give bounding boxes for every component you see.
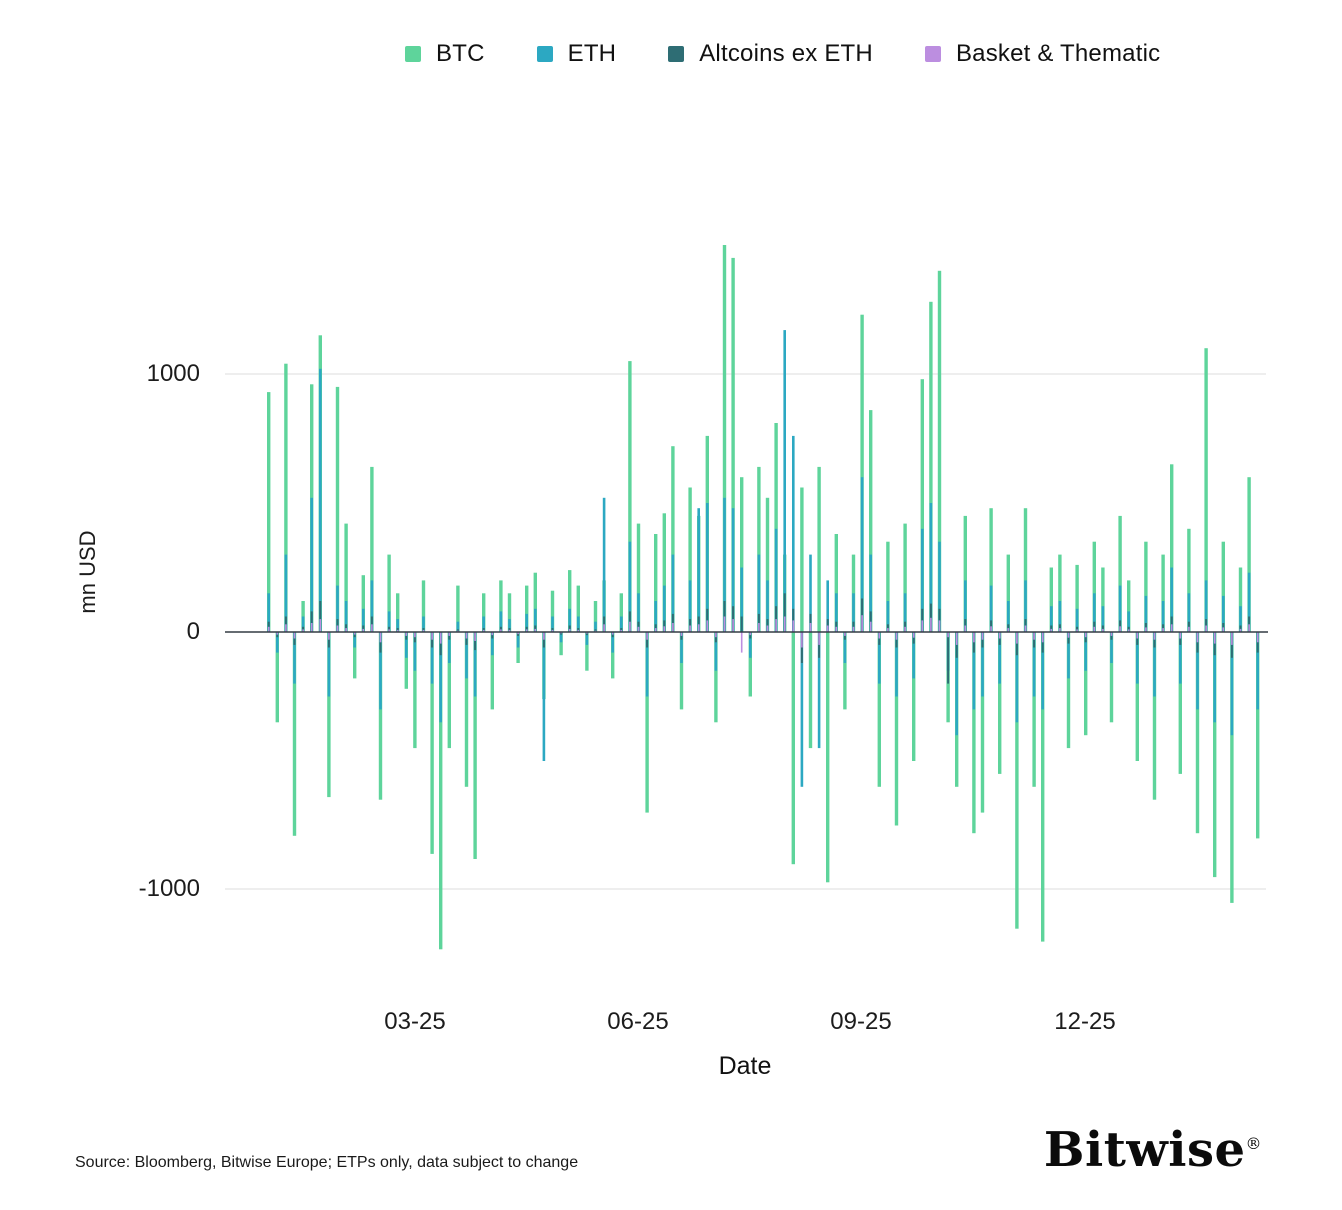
legend-label-altcoins: Altcoins ex ETH: [699, 40, 873, 67]
legend-item-altcoins: Altcoins ex ETH: [668, 40, 873, 68]
legend-label-btc: BTC: [436, 40, 485, 67]
bitwise-logo: Bitwise®: [1044, 1122, 1262, 1178]
basket-swatch-icon: [924, 46, 941, 62]
chart-legend: BTC ETH Altcoins ex ETH Basket & Themati…: [405, 40, 1160, 68]
eth-swatch-icon: [536, 46, 553, 62]
registered-trademark-icon: ®: [1245, 1134, 1262, 1153]
ytick-0: 0: [186, 618, 200, 645]
legend-item-eth: ETH: [536, 40, 617, 68]
legend-label-eth: ETH: [567, 40, 617, 67]
xtick-12-25: 12-25: [1054, 1008, 1116, 1035]
xtick-09-25: 09-25: [830, 1008, 892, 1035]
bars-group: [267, 245, 1260, 950]
y-axis-label: mn USD: [75, 530, 100, 614]
legend-item-basket: Basket & Thematic: [924, 40, 1161, 68]
xtick-06-25: 06-25: [607, 1008, 669, 1035]
legend-item-btc: BTC: [405, 40, 485, 68]
ytick-1000: 1000: [146, 360, 200, 387]
bitwise-logo-text: Bitwise: [1043, 1122, 1246, 1178]
ytick-minus-1000: -1000: [138, 875, 200, 902]
xtick-03-25: 03-25: [384, 1008, 446, 1035]
btc-swatch-icon: [405, 46, 421, 62]
x-axis-label: Date: [718, 1052, 772, 1080]
legend-label-basket: Basket & Thematic: [955, 40, 1161, 67]
altcoins-swatch-icon: [668, 46, 685, 62]
source-note: Source: Bloomberg, Bitwise Europe; ETPs …: [75, 1154, 579, 1171]
